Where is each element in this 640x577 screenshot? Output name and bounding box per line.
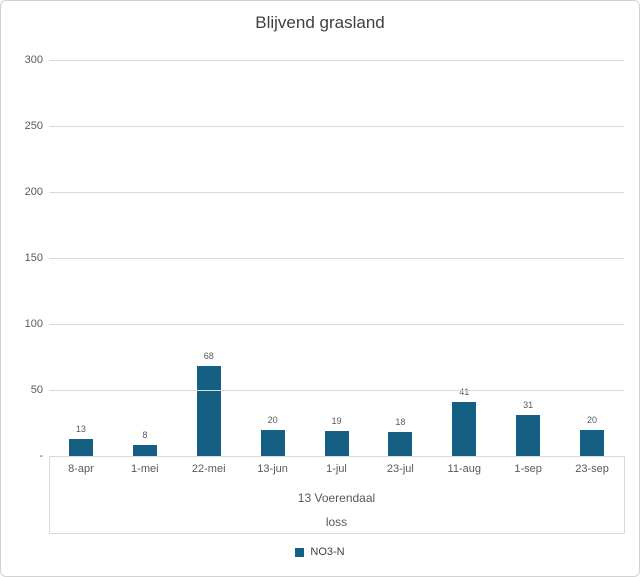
bar-value-label: 41 xyxy=(459,386,470,397)
y-axis-tick-label: 300 xyxy=(24,53,43,66)
bar-1-sep xyxy=(516,415,541,456)
category-axis-label: 1-sep xyxy=(514,463,542,475)
category-axis-label: 23-sep xyxy=(575,463,609,475)
y-axis-tick-label: 250 xyxy=(24,119,43,132)
bar-11-aug xyxy=(452,401,477,456)
bar-13-jun xyxy=(260,429,285,456)
category-axis-label: 8-apr xyxy=(68,463,94,475)
category-axis-label: 1-mei xyxy=(131,463,159,475)
gridline xyxy=(49,59,624,61)
bar-value-label: 20 xyxy=(267,414,278,425)
category-subgroup-label: loss xyxy=(325,515,348,529)
category-axis-label: 11-aug xyxy=(447,463,481,475)
legend: NO3-N xyxy=(1,546,639,558)
bar-22-mei xyxy=(196,366,221,456)
y-axis-tick-label: 200 xyxy=(24,185,43,198)
bar-23-jul xyxy=(388,432,413,456)
category-axis-label: 1-jul xyxy=(326,463,347,475)
category-axis-box xyxy=(48,455,625,534)
bar-value-label: 19 xyxy=(331,415,342,426)
bar-value-label: 31 xyxy=(523,400,534,411)
gridline xyxy=(49,389,624,391)
bar-1-mei xyxy=(132,445,157,456)
legend-series-label: NO3-N xyxy=(310,546,345,558)
bar-8-apr xyxy=(68,438,93,456)
category-axis-label: 13-jun xyxy=(257,463,288,475)
gridline xyxy=(49,191,624,193)
legend-swatch-icon xyxy=(295,547,305,557)
bar-23-sep xyxy=(580,429,605,456)
chart-title: Blijvend grasland xyxy=(255,13,385,32)
gridline xyxy=(49,257,624,259)
bar-value-label: 8 xyxy=(142,430,148,441)
bar-value-label: 68 xyxy=(203,351,214,362)
category-axis-label: 22-mei xyxy=(191,463,226,475)
category-group-label: 13 Voerendaal xyxy=(297,491,376,505)
bar-value-label: 20 xyxy=(587,414,598,425)
gridline xyxy=(49,323,624,325)
bar-1-jul xyxy=(324,430,349,456)
bar-value-label: 18 xyxy=(395,417,406,428)
bar-value-label: 13 xyxy=(75,423,86,434)
y-axis-tick-label: 50 xyxy=(30,383,43,396)
gridline xyxy=(49,125,624,127)
y-axis-tick-label: - xyxy=(39,449,43,462)
category-axis-label: 23-jul xyxy=(386,463,414,475)
y-axis-tick-label: 150 xyxy=(24,251,43,264)
y-axis-tick-label: 100 xyxy=(24,317,43,330)
